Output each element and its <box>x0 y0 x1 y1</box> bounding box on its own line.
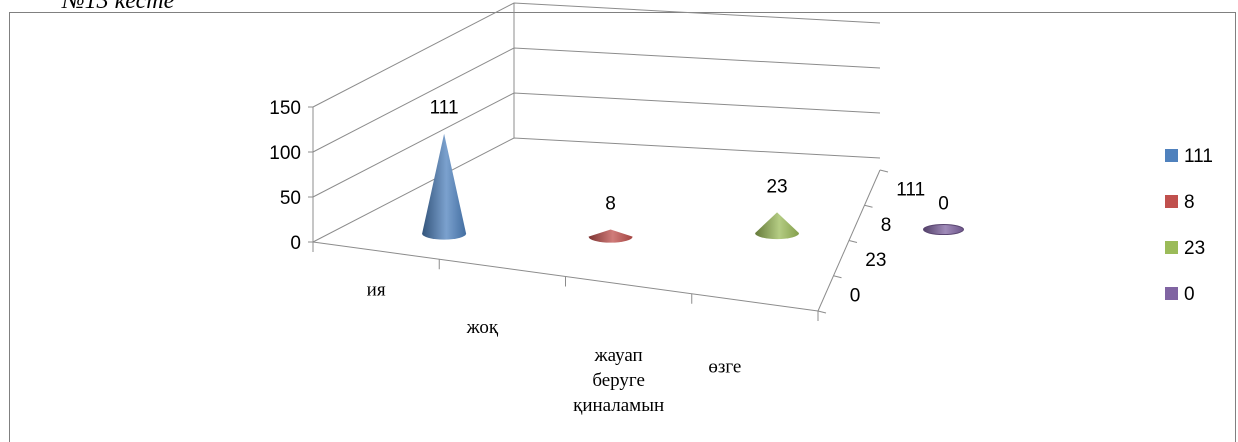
cone-111 <box>422 133 467 240</box>
y-tick-label: 50 <box>280 188 301 209</box>
depth-label: 8 <box>881 215 892 236</box>
cone-8 <box>588 229 633 243</box>
gridlines <box>312 2 881 243</box>
cone-0 <box>923 224 964 236</box>
gridline <box>312 92 881 198</box>
data-label: 23 <box>766 176 787 197</box>
depth-label: 23 <box>865 250 886 271</box>
depth-tick <box>879 169 889 173</box>
legend-swatch <box>1165 241 1178 254</box>
table-caption: №13 кесте <box>62 0 175 14</box>
y-tick-label: 0 <box>290 233 301 254</box>
data-label: 111 <box>430 98 459 119</box>
data-label: 0 <box>938 194 949 215</box>
category-labels: ия жоқ жауап беруге қиналамын өзге <box>367 280 742 417</box>
legend-swatch <box>1165 287 1178 300</box>
depth-tick <box>833 275 842 279</box>
depth-tick <box>864 204 873 208</box>
legend-label: 23 <box>1184 238 1205 259</box>
cone-23 <box>755 212 800 240</box>
category-label: жауап беруге қиналамын <box>573 345 664 416</box>
axes <box>308 106 889 321</box>
gridline <box>312 2 881 108</box>
y-tick-labels: 0 50 100 150 <box>269 98 301 254</box>
category-label: өзге <box>708 356 741 377</box>
legend-swatch <box>1165 149 1178 162</box>
depth-tick <box>817 310 827 314</box>
data-labels: 111 8 23 0 <box>430 98 949 215</box>
y-tick-label: 150 <box>269 98 301 119</box>
gridline <box>312 137 881 243</box>
cones <box>422 133 964 243</box>
chart-frame <box>9 12 1236 442</box>
legend-label: 111 <box>1184 146 1213 167</box>
depth-tick <box>848 240 858 243</box>
gridline <box>312 47 881 153</box>
depth-label: 111 <box>896 180 925 201</box>
category-label: ия <box>367 280 386 301</box>
legend-swatch <box>1165 195 1178 208</box>
legend-label: 0 <box>1184 284 1195 305</box>
depth-label: 0 <box>850 285 861 306</box>
y-tick-label: 100 <box>269 143 301 164</box>
category-label: жоқ <box>466 317 499 338</box>
legend-label: 8 <box>1184 192 1195 213</box>
data-label: 8 <box>605 193 616 214</box>
legend: 111 8 23 0 <box>1165 146 1213 305</box>
